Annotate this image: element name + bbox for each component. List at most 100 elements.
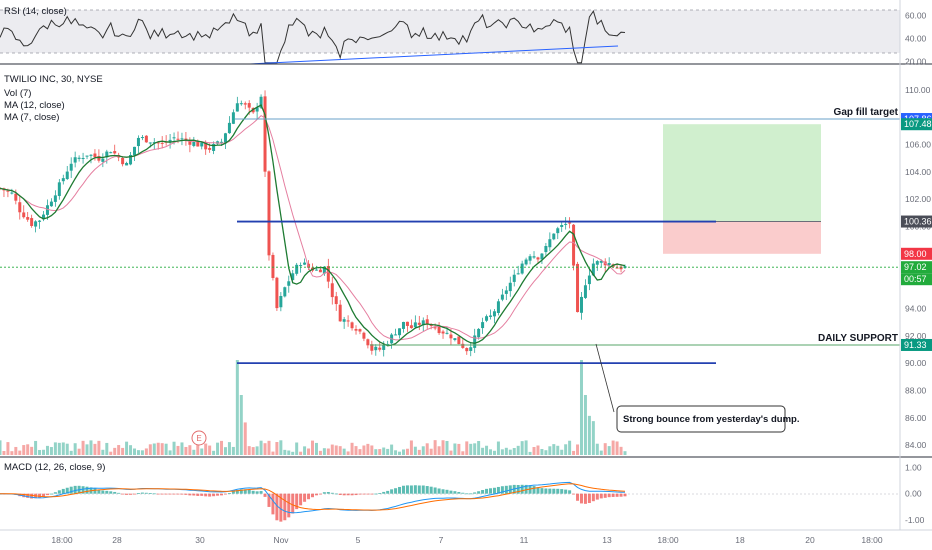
candle-body xyxy=(374,346,378,351)
macd-histogram-bar xyxy=(623,493,627,497)
macd-histogram-bar xyxy=(544,488,548,494)
price-axis[interactable]: 110.00108.00106.00104.00102.00100.0098.0… xyxy=(899,0,932,530)
position-target-zone[interactable] xyxy=(663,124,821,222)
volume-bar xyxy=(291,451,295,455)
volume-bar xyxy=(481,447,485,455)
time-axis[interactable]: 18:00 28 30 Nov 5 7 11 13 18:00 18 20 18:00 xyxy=(0,529,932,545)
candle-body xyxy=(109,152,113,154)
macd-histogram-bar xyxy=(496,486,500,494)
price-tick-label: 86.00 xyxy=(905,413,927,423)
candle-body xyxy=(350,322,354,329)
candle-body xyxy=(413,322,417,328)
candle-body xyxy=(283,287,287,297)
time-tick-label: 7 xyxy=(439,535,444,545)
time-tick-label: 11 xyxy=(520,535,529,545)
volume-bar xyxy=(492,450,496,455)
volume-bar xyxy=(520,441,524,455)
candle-body xyxy=(544,246,548,253)
macd-histogram-bar xyxy=(378,493,382,494)
volume-bar xyxy=(152,443,156,455)
volume-bar xyxy=(489,449,493,455)
price-pane[interactable]: TWILIO INC, 30, NYSE Vol (7) MA (12, clo… xyxy=(0,74,932,458)
volume-bar xyxy=(148,444,152,455)
volume-bar xyxy=(263,443,267,455)
candle-body xyxy=(449,334,453,339)
time-tick-label: 20 xyxy=(805,535,815,545)
volume-bar xyxy=(346,451,350,455)
price-tag-label: 98.00 xyxy=(904,249,927,259)
macd-histogram-bar xyxy=(136,493,140,494)
macd-histogram-bar xyxy=(271,493,275,515)
macd-histogram-bar xyxy=(599,493,603,499)
volume-bar xyxy=(386,448,390,455)
macd-histogram-bar xyxy=(93,488,97,494)
candle-body xyxy=(457,336,461,345)
price-tag xyxy=(901,261,932,274)
volume-bar xyxy=(42,449,46,455)
volume-bar xyxy=(136,450,140,455)
volume-bar xyxy=(611,440,615,455)
macd-histogram-bar xyxy=(45,493,49,496)
candlesticks xyxy=(0,90,627,357)
candle-body xyxy=(532,256,536,258)
legend-item-ma-7: MA (7, close) xyxy=(4,112,59,123)
volume-bar xyxy=(295,442,299,455)
volume-bar xyxy=(30,446,34,455)
volume-bars xyxy=(0,360,627,455)
macd-histogram-bar xyxy=(583,493,587,504)
macd-histogram-bar xyxy=(172,493,176,495)
macd-histogram-bar xyxy=(489,488,493,494)
candle-body xyxy=(322,266,326,274)
callout-box[interactable] xyxy=(616,405,786,433)
macd-histogram-bar xyxy=(413,485,417,494)
candle-body xyxy=(520,263,524,274)
candle-body xyxy=(346,320,350,322)
price-tick-label: 94.00 xyxy=(905,303,927,313)
macd-histogram-bar xyxy=(295,493,299,510)
candle-body xyxy=(267,171,271,256)
candle-body xyxy=(291,273,295,281)
candle-body xyxy=(129,154,133,165)
candle-body xyxy=(394,334,398,336)
macd-histogram-bar xyxy=(338,493,342,495)
candle-body xyxy=(204,142,208,150)
volume-bar xyxy=(144,448,148,455)
macd-histogram-bar xyxy=(299,493,303,506)
volume-bar xyxy=(587,415,591,455)
macd-histogram-bar xyxy=(223,493,227,495)
candle-body xyxy=(366,339,370,346)
candle-body xyxy=(160,142,164,144)
candle-body xyxy=(212,144,216,151)
volume-bar xyxy=(449,450,453,455)
candle-body xyxy=(583,285,587,298)
volume-bar xyxy=(401,449,405,455)
volume-bar xyxy=(362,445,366,455)
volume-bar xyxy=(607,446,611,455)
volume-bar xyxy=(212,450,216,455)
macd-histogram-bar xyxy=(168,493,172,495)
macd-histogram-bar xyxy=(255,491,259,494)
volume-bar xyxy=(204,443,208,455)
macd-histogram-bar xyxy=(148,493,152,494)
gap-fill-label: Gap fill target xyxy=(834,107,899,118)
macd-histogram-bar xyxy=(231,491,235,494)
macd-histogram-bar xyxy=(481,490,485,494)
earnings-marker[interactable] xyxy=(191,430,207,446)
volume-bar xyxy=(220,440,224,455)
volume-bar xyxy=(532,446,536,455)
rsi-pane[interactable]: RSI (14, close) xyxy=(0,6,932,65)
macd-pane[interactable]: MACD (12, 26, close, 9) xyxy=(0,462,900,522)
position-stop-zone[interactable] xyxy=(663,221,821,254)
macd-histogram-bar xyxy=(279,493,283,522)
candle-body xyxy=(208,147,212,150)
volume-bar xyxy=(496,441,500,455)
macd-histogram-bar xyxy=(49,493,53,495)
volume-bar xyxy=(583,395,587,455)
price-tick-label: 90.00 xyxy=(905,358,927,368)
macd-histogram-bar xyxy=(390,489,394,494)
macd-histogram-bar xyxy=(425,486,429,494)
volume-bar xyxy=(508,449,512,455)
volume-bar xyxy=(97,440,101,455)
volume-bar xyxy=(338,446,342,455)
